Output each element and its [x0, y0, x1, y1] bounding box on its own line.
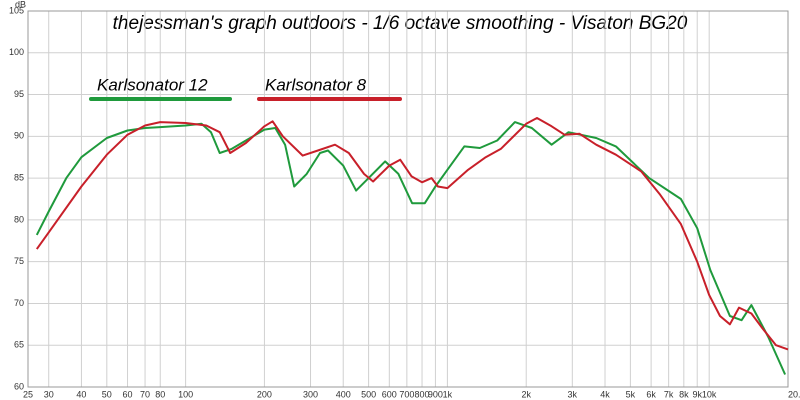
y-tick-label: 65	[14, 340, 24, 350]
x-tick-label: 9k	[692, 389, 702, 399]
x-tick-label: 3k	[568, 389, 578, 399]
series-line	[35, 117, 789, 351]
y-tick-label: 85	[14, 172, 24, 182]
x-tick-label: 25	[23, 389, 33, 399]
x-tick-label: 60	[123, 389, 133, 399]
y-axis-label: dB	[15, 0, 26, 9]
x-tick-label: 80	[155, 389, 165, 399]
x-tick-label: 1k	[443, 389, 453, 399]
x-tick-label: 10k	[702, 389, 717, 399]
x-tick-label: 7k	[664, 389, 674, 399]
x-tick-label: 8k	[679, 389, 689, 399]
legend-label: Karlsonator 8	[265, 75, 367, 94]
x-tick-label: 4k	[600, 389, 610, 399]
y-tick-label: 105	[9, 5, 24, 15]
y-tick-label: 95	[14, 89, 24, 99]
y-tick-label: 90	[14, 131, 24, 141]
x-tick-label: 100	[178, 389, 193, 399]
x-tick-label: 500	[361, 389, 376, 399]
x-tick-label: 900	[428, 389, 443, 399]
x-tick-label: 6k	[646, 389, 656, 399]
x-tick-label: 50	[102, 389, 112, 399]
legend-label: Karlsonator 12	[97, 75, 208, 94]
x-tick-label: 40	[76, 389, 86, 399]
x-tick-label: 20.0k Hz	[788, 389, 800, 399]
y-tick-label: 60	[14, 381, 24, 391]
plot-frame	[27, 10, 789, 388]
x-tick-label: 70	[140, 389, 150, 399]
chart-title: thejessman's graph outdoors - 1/6 octave…	[113, 13, 688, 34]
y-tick-label: 100	[9, 47, 24, 57]
series-line	[35, 121, 787, 375]
y-tick-label: 80	[14, 214, 24, 224]
x-tick-label: 700	[399, 389, 414, 399]
x-tick-label: 30	[44, 389, 54, 399]
x-tick-label: 600	[382, 389, 397, 399]
x-tick-label: 2k	[521, 389, 531, 399]
y-tick-label: 75	[14, 256, 24, 266]
x-tick-label: 5k	[626, 389, 636, 399]
y-tick-label: 70	[14, 298, 24, 308]
x-tick-label: 200	[257, 389, 272, 399]
x-tick-label: 300	[303, 389, 318, 399]
x-tick-label: 800	[415, 389, 430, 399]
x-tick-label: 400	[336, 389, 351, 399]
